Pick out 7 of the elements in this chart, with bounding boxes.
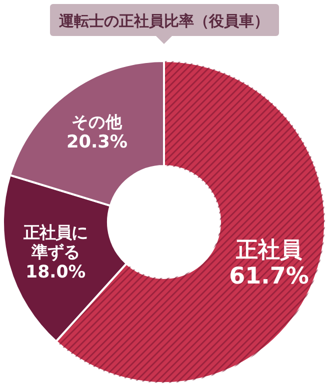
slice-label: 正社員に準ずる bbox=[22, 223, 88, 262]
chart-title: 運転士の正社員比率（役員車） bbox=[58, 12, 269, 30]
data-label: 18.0% bbox=[26, 262, 86, 282]
data-label: 20.3% bbox=[66, 132, 128, 152]
slice-label: その他 bbox=[72, 112, 124, 132]
slice-label: 正社員 bbox=[234, 238, 302, 263]
data-label: 61.7% bbox=[229, 263, 309, 290]
